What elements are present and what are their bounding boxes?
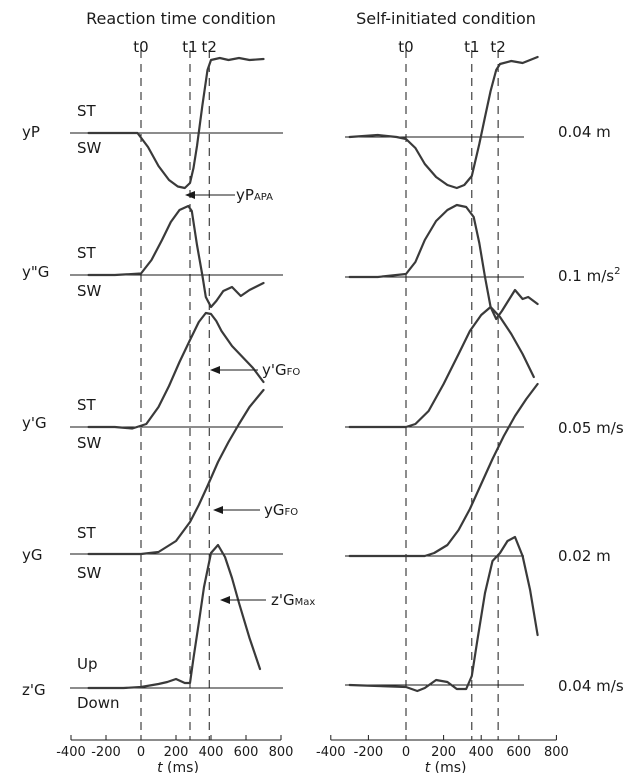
x-tick-label: 0 [402, 745, 410, 760]
panel-title: Self-initiated condition [356, 9, 536, 28]
scale-label: 0.02 m [558, 547, 611, 565]
x-tick-label: 400 [469, 745, 494, 760]
direction-label-upper: ST [77, 244, 97, 262]
chart-panel-2: Self-initiated condition t0 t1 t2 -400 -200 0 2… [316, 9, 569, 773]
series-line-yg [348, 382, 539, 558]
series-line-ydg [87, 311, 265, 430]
series-line-yp [87, 56, 265, 190]
series-line-zdg [348, 535, 539, 693]
scale-label: 0.04 m/s [558, 677, 624, 695]
scale-label-value: 0.05 m/s [558, 419, 624, 437]
x-tick-label: 600 [234, 745, 259, 760]
x-tick-label: 400 [199, 745, 224, 760]
annotation-zdg-max: z'GMax [220, 591, 315, 609]
scale-label: 0.1 m/s2 [558, 266, 620, 285]
annotation-arrow-head [213, 506, 223, 514]
marker-label-t1: t1 [464, 38, 479, 56]
annotation-yg-fo: yGFO [213, 501, 298, 519]
annotation-label: yPAPA [236, 186, 273, 204]
marker-label-t2: t2 [490, 38, 505, 56]
marker-label-t2: t2 [202, 38, 217, 56]
scale-label-value: 0.1 m/s [558, 267, 614, 285]
annotation-label-base: yG [264, 501, 285, 519]
x-tick-label: 200 [164, 745, 189, 760]
series-line-yddg [87, 204, 265, 309]
x-tick-label: 200 [431, 745, 456, 760]
scale-label: 0.04 m [558, 123, 611, 141]
direction-label-lower: SW [77, 139, 102, 157]
chart-panel-1: Reaction time condition t0 t1 t2 -400 -200 0 20… [56, 9, 293, 773]
x-axis-label-unit: (ms) [163, 760, 199, 773]
scale-label-value: 0.04 m [558, 123, 611, 141]
annotation-label: y'GFO [262, 361, 300, 379]
x-tick-label: 800 [544, 745, 569, 760]
annotation-arrow-head [220, 596, 230, 604]
annotation-label-base: yP [236, 186, 254, 204]
x-tick-label: -400 [316, 745, 346, 760]
marker-label-t0: t0 [133, 38, 148, 56]
direction-label-upper: ST [77, 102, 97, 120]
x-axis-label: t (ms) [157, 760, 199, 773]
direction-label-lower: SW [77, 434, 102, 452]
direction-label-upper: ST [77, 524, 97, 542]
row-label-ydg: y'G [22, 414, 47, 432]
scale-label-value: 0.02 m [558, 547, 611, 565]
series-line-yp [348, 55, 539, 190]
annotation-label-base: y'G [262, 361, 287, 379]
series-line-yg [87, 388, 265, 556]
row-label-yp: yP [22, 123, 40, 141]
x-tick-label: 0 [137, 745, 145, 760]
direction-label-upper: ST [77, 396, 97, 414]
figure-labels: yP y"G y'G yG z'G ST SW ST SW ST SW ST SW Up Down 0.04 … [22, 102, 624, 712]
x-axis-label: t (ms) [425, 760, 467, 773]
annotation-arrow-head [210, 366, 220, 374]
scale-label: 0.05 m/s [558, 419, 624, 437]
annotation-arrow-head [185, 191, 195, 199]
direction-label-upper: Up [77, 655, 98, 673]
row-label-zdg: z'G [22, 681, 46, 699]
direction-label-lower: SW [77, 282, 102, 300]
x-axis-label-unit: (ms) [430, 760, 466, 773]
x-tick-label: -200 [91, 745, 121, 760]
direction-label-lower: Down [77, 694, 120, 712]
annotation-label-sub: APA [254, 192, 273, 203]
annotation-ydg-fo: y'GFO [210, 361, 300, 379]
row-label-yddg: y"G [22, 263, 49, 281]
annotation-yp-apa: yPAPA [185, 186, 273, 204]
scale-label-value: 0.04 m/s [558, 677, 624, 695]
annotation-label-sub: FO [285, 507, 299, 518]
marker-label-t0: t0 [398, 38, 413, 56]
marker-label-t1: t1 [182, 38, 197, 56]
series-line-yddg [348, 203, 539, 321]
x-tick-label: 600 [506, 745, 531, 760]
row-label-yg: yG [22, 546, 43, 564]
x-tick-label: -200 [354, 745, 384, 760]
annotation-label: yGFO [264, 501, 298, 519]
series-line-zdg [87, 543, 262, 690]
panel-title: Reaction time condition [86, 9, 276, 28]
annotation-label: z'GMax [271, 591, 315, 609]
annotation-label-base: z'G [271, 591, 295, 609]
series-line-ydg [348, 305, 535, 429]
x-tick-label: 800 [269, 745, 294, 760]
direction-label-lower: SW [77, 564, 102, 582]
annotation-label-sub: Max [295, 597, 316, 608]
scale-label-superscript: 2 [614, 266, 620, 277]
x-tick-label: -400 [56, 745, 86, 760]
x-axis-label-italic: t [425, 760, 431, 773]
x-axis-label-italic: t [157, 760, 163, 773]
annotation-label-sub: FO [287, 367, 301, 378]
